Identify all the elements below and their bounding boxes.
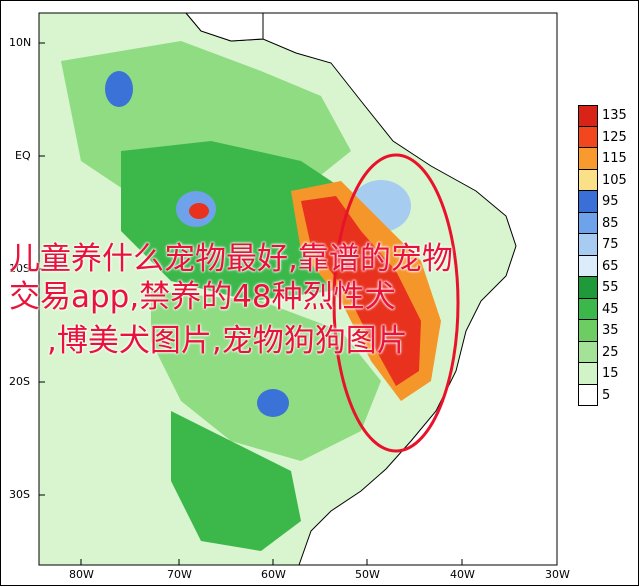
colorbar-label-105: 105 (602, 172, 627, 188)
lat-label-10n: 10N (9, 36, 32, 49)
lon-label-80w: 80W (69, 568, 94, 581)
colorbar-label-125: 125 (602, 129, 627, 145)
colorbar-label-115: 115 (602, 151, 627, 166)
colorbar-swatch-135 (578, 105, 598, 127)
colorbar-label-15: 15 (602, 366, 619, 381)
overlay-title-line-1: 儿童养什么宠物最好,靠谱的宠物 (9, 241, 453, 277)
colorbar-swatch-65 (578, 255, 598, 277)
blue-patch-north (105, 71, 133, 107)
colorbar-swatch-105 (578, 169, 598, 191)
colorbar-swatch-115 (578, 148, 598, 170)
overlay-title-line-2: 交易app,禁养的48种烈性犬 (9, 279, 396, 315)
colorbar-swatch-55 (578, 277, 598, 299)
rain-zone-south (171, 411, 301, 551)
axis-ticks (39, 42, 558, 565)
colorbar-label-25: 25 (602, 344, 619, 360)
caribbean-water (184, 12, 264, 42)
hotspot-west (189, 203, 209, 219)
lon-label-40w: 40W (450, 568, 475, 581)
rain-zone-central (151, 291, 381, 461)
colorbar-swatch-75 (578, 234, 598, 256)
lon-label-60w: 60W (261, 568, 286, 581)
colorbar-label-55: 55 (602, 280, 619, 295)
hotspot-east-red (301, 196, 421, 386)
lat-label-20s: 20S (9, 375, 30, 388)
lat-label-10s: 10S (9, 262, 30, 275)
lat-label-eq: EQ (15, 149, 31, 162)
lon-label-50w: 50W (355, 568, 380, 581)
colorbar-label-95: 95 (602, 194, 619, 209)
colorbar (578, 105, 598, 406)
colorbar-label-85: 85 (602, 215, 619, 231)
overlay-title-line-3: ,博美犬图片,宠物狗狗图片 (47, 323, 408, 359)
colorbar-swatch-15 (578, 363, 598, 385)
colorbar-swatch-5 (578, 384, 598, 406)
colorbar-label-135: 135 (602, 108, 627, 123)
colorbar-label-5: 5 (602, 387, 611, 403)
colorbar-swatch-45 (578, 298, 598, 320)
colorbar-label-35: 35 (602, 323, 619, 338)
colorbar-swatch-35 (578, 320, 598, 342)
colorbar-swatch-85 (578, 212, 598, 234)
colorbar-swatch-125 (578, 126, 598, 148)
colorbar-swatch-95 (578, 191, 598, 213)
lon-label-30w: 30W (545, 568, 570, 581)
blue-patch-center (257, 389, 289, 417)
colorbar-label-75: 75 (602, 237, 619, 252)
colorbar-label-45: 45 (602, 301, 619, 317)
highlight-circle (332, 153, 460, 453)
colorbar-label-65: 65 (602, 258, 619, 274)
lon-label-70w: 70W (167, 568, 192, 581)
colorbar-swatch-25 (578, 341, 598, 363)
lat-label-30s: 30S (9, 488, 30, 501)
